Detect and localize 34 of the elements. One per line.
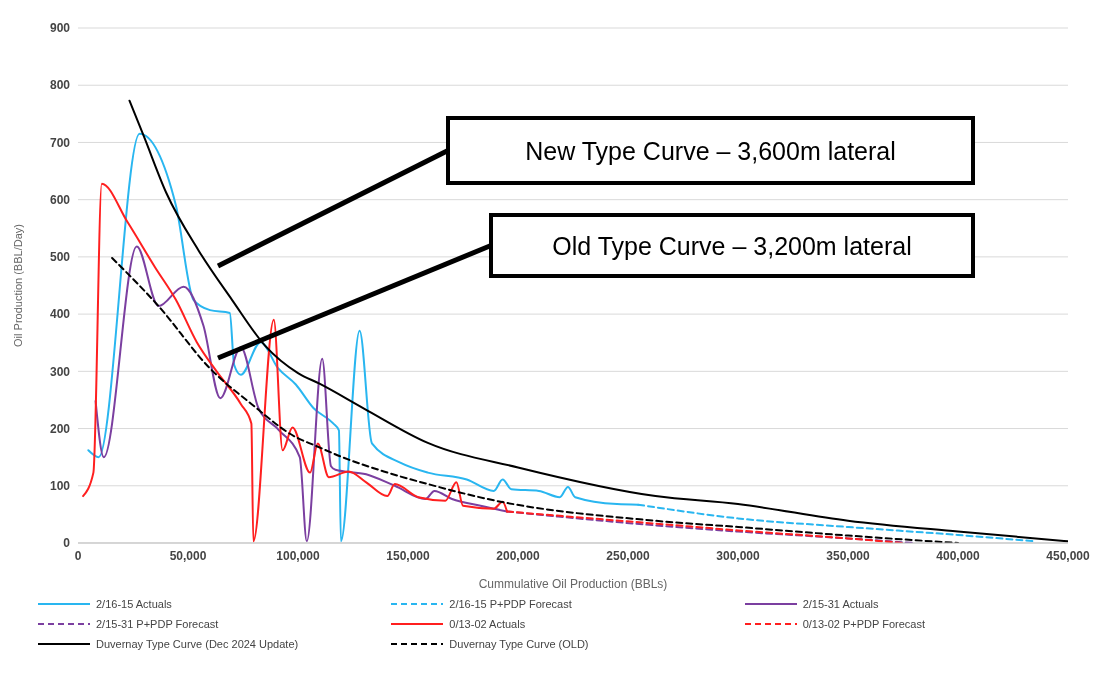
x-tick-label: 450,000	[1046, 548, 1091, 563]
y-tick-label: 100	[49, 479, 71, 494]
x-tick-label: 250,000	[606, 548, 651, 563]
x-tick-label: 400,000	[936, 548, 981, 563]
y-tick-label: 0	[63, 536, 71, 551]
x-tick-label: 100,000	[276, 548, 321, 563]
legend-label: 2/16-15 Actuals	[96, 598, 172, 610]
annotation: New Type Curve – 3,600m lateral	[525, 136, 896, 165]
legend-label: 2/15-31 P+PDP Forecast	[96, 618, 219, 630]
legend-label: 0/13-02 Actuals	[449, 618, 526, 630]
x-axis-title: Cummulative Oil Production (BBLs)	[478, 577, 668, 591]
x-tick-label: 200,000	[496, 548, 541, 563]
y-tick-label: 800	[49, 78, 71, 93]
annotation: Old Type Curve – 3,200m lateral	[552, 231, 912, 260]
callout: Old Type Curve – 3,200m lateral	[217, 213, 975, 361]
y-tick-label: 500	[49, 250, 71, 265]
y-tick-label: 700	[49, 135, 71, 150]
line-series	[128, 99, 1068, 543]
y-axis-title: Oil Production (BBL/Day)	[11, 224, 24, 347]
x-tick-label: 0	[74, 548, 82, 563]
y-tick-label: 200	[49, 421, 71, 436]
legend-label: 2/15-31 Actuals	[802, 598, 879, 610]
x-tick-label: 350,000	[826, 548, 871, 563]
x-tick-label: 50,000	[169, 548, 207, 563]
y-tick-label: 400	[49, 307, 71, 322]
y-tick-label: 600	[49, 192, 71, 207]
legend-label: Duvernay Type Curve (OLD)	[449, 638, 589, 650]
y-tick-label: 300	[49, 364, 71, 379]
x-tick-label: 300,000	[716, 548, 761, 563]
legend-label: Duvernay Type Curve (Dec 2024 Update)	[96, 638, 299, 650]
legend-label: 0/13-02 P+PDP Forecast	[802, 618, 926, 630]
x-tick-label: 150,000	[386, 548, 431, 563]
legend-label: 2/16-15 P+PDP Forecast	[449, 598, 572, 610]
y-tick-label: 900	[49, 21, 71, 36]
